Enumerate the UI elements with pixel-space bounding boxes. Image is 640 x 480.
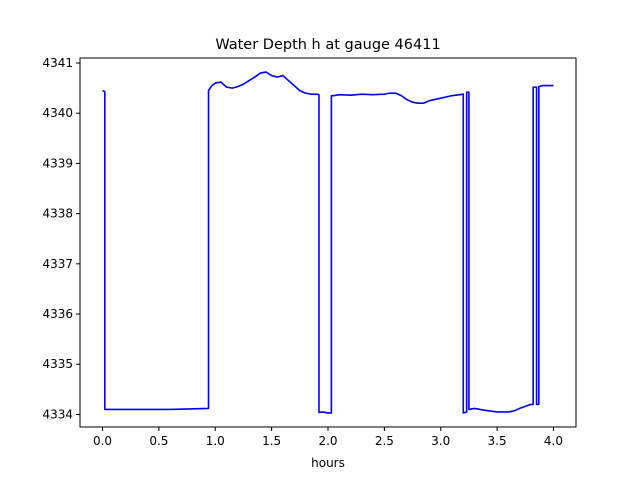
chart-title: Water Depth h at gauge 46411 xyxy=(215,37,440,53)
axes-frame xyxy=(79,57,577,428)
x-axis-ticks: 0.0 0.5 1.0 1.5 2.0 2.5 3.0 3.5 4.0 xyxy=(93,427,563,448)
x-axis-label: hours xyxy=(311,456,345,470)
x-tick-label: 2.5 xyxy=(375,434,394,448)
y-tick-label: 4334 xyxy=(42,407,73,421)
x-tick-label: 3.5 xyxy=(488,434,507,448)
x-tick-label: 2.0 xyxy=(318,434,337,448)
series-line xyxy=(102,71,554,414)
y-axis-ticks: 4334 4335 4336 4337 4338 4339 4340 4341 xyxy=(42,56,80,421)
x-tick-label: 1.0 xyxy=(206,434,225,448)
x-tick-label: 3.0 xyxy=(431,434,450,448)
y-tick-label: 4337 xyxy=(42,257,73,271)
plot-area xyxy=(102,71,554,414)
y-tick-label: 4340 xyxy=(42,106,73,120)
y-tick-label: 4339 xyxy=(42,156,73,170)
x-tick-label: 0.0 xyxy=(93,434,112,448)
x-tick-label: 0.5 xyxy=(149,434,168,448)
y-tick-label: 4335 xyxy=(42,357,73,371)
y-tick-label: 4341 xyxy=(42,56,73,70)
x-tick-label: 4.0 xyxy=(544,434,563,448)
x-tick-label: 1.5 xyxy=(262,434,281,448)
y-tick-label: 4336 xyxy=(42,307,73,321)
y-tick-label: 4338 xyxy=(42,207,73,221)
